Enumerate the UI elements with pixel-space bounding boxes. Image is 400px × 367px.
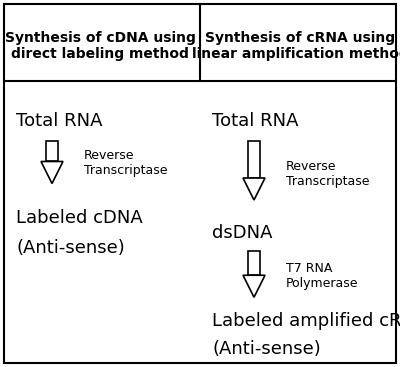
Text: dsDNA: dsDNA <box>212 224 272 242</box>
Text: Synthesis of cRNA using
linear amplification method: Synthesis of cRNA using linear amplifica… <box>192 31 400 61</box>
FancyBboxPatch shape <box>46 141 58 161</box>
FancyBboxPatch shape <box>248 141 260 178</box>
Text: Reverse
Transcriptase: Reverse Transcriptase <box>84 149 168 177</box>
FancyBboxPatch shape <box>248 251 260 275</box>
Polygon shape <box>41 161 63 184</box>
Text: T7 RNA
Polymerase: T7 RNA Polymerase <box>286 262 358 290</box>
Polygon shape <box>243 275 265 297</box>
Text: Synthesis of cDNA using
direct labeling method: Synthesis of cDNA using direct labeling … <box>4 31 196 61</box>
Text: (Anti-sense): (Anti-sense) <box>212 340 321 359</box>
Text: (Anti-sense): (Anti-sense) <box>16 239 125 257</box>
Text: Labeled amplified cRNA: Labeled amplified cRNA <box>212 312 400 330</box>
Text: Labeled cDNA: Labeled cDNA <box>16 209 143 228</box>
Polygon shape <box>243 178 265 200</box>
Text: Total RNA: Total RNA <box>16 112 102 130</box>
Text: Reverse
Transcriptase: Reverse Transcriptase <box>286 160 370 188</box>
Text: Total RNA: Total RNA <box>212 112 298 130</box>
